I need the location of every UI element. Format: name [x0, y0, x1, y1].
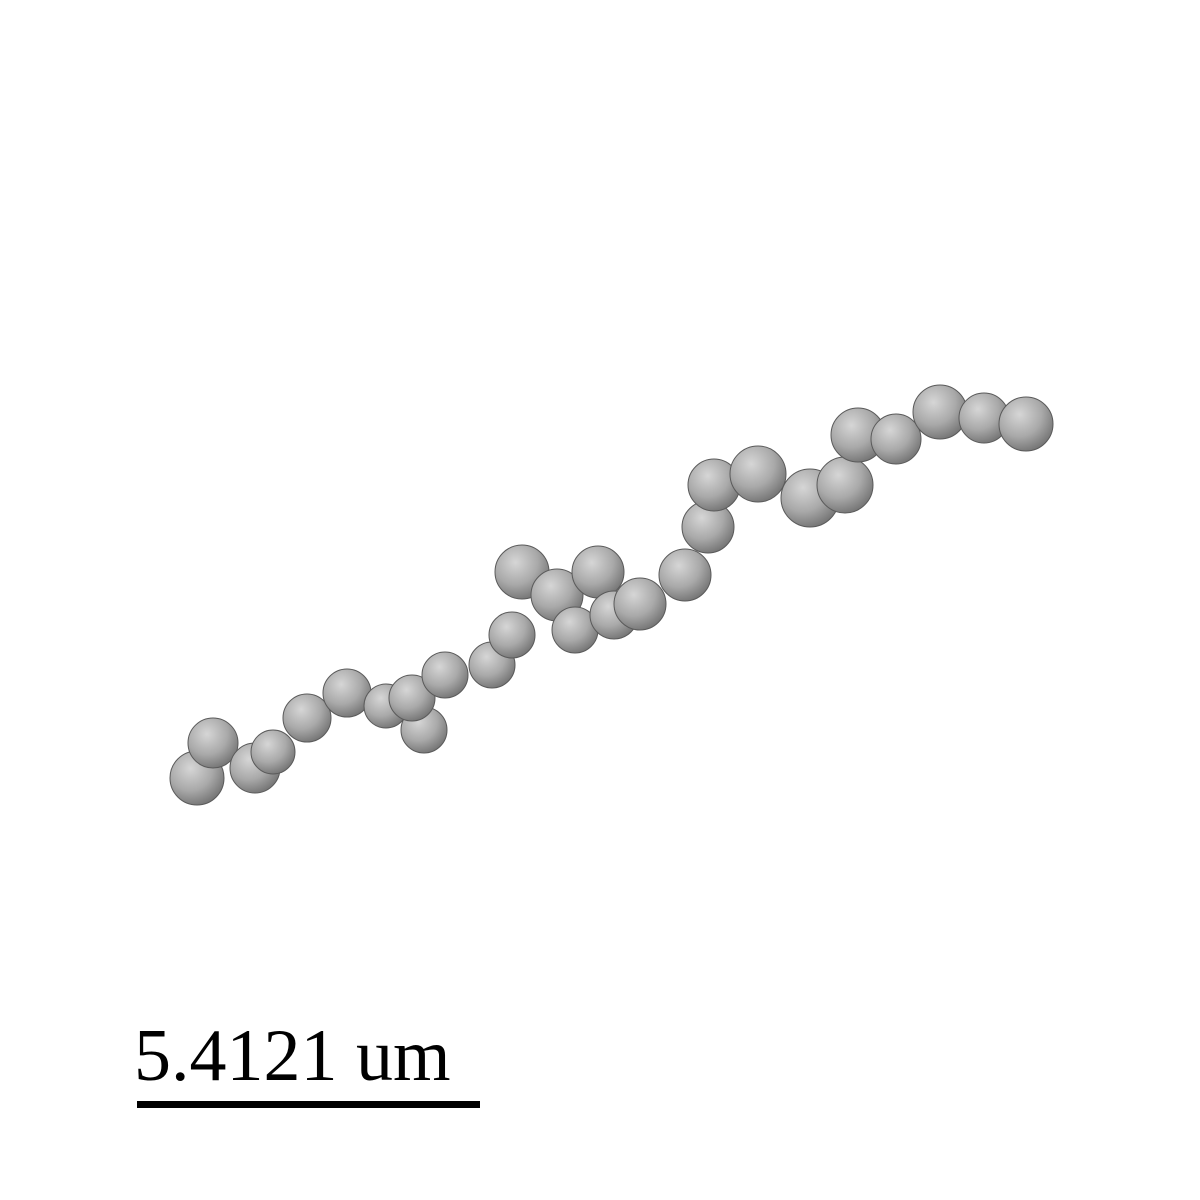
bead-sphere — [322, 668, 372, 718]
bead-sphere — [187, 717, 239, 769]
scale-bar-line — [137, 1101, 480, 1108]
bead-sphere — [912, 384, 968, 440]
bead-sphere — [388, 674, 436, 722]
scale-bar-label: 5.4121 um — [134, 1015, 451, 1097]
bead-chain — [169, 384, 1054, 806]
bead-sphere — [816, 456, 874, 514]
bead-sphere — [729, 445, 787, 503]
bead-sphere — [998, 396, 1054, 452]
bead-sphere — [282, 693, 332, 743]
bead-sphere — [571, 545, 625, 599]
bead-sphere — [658, 548, 712, 602]
bead-sphere — [421, 651, 469, 699]
bead-sphere — [613, 577, 667, 631]
bead-sphere — [870, 413, 922, 465]
bead-sphere — [488, 611, 536, 659]
bead-sphere — [250, 729, 296, 775]
